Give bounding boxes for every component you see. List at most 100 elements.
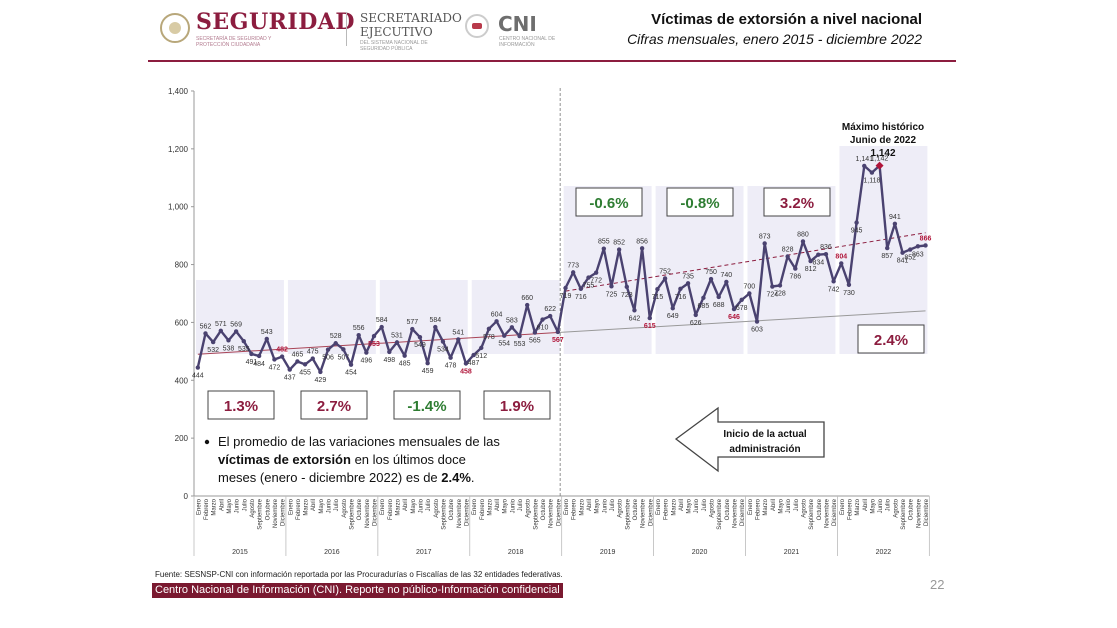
x-tick-label: Abril — [679, 499, 685, 511]
x-tick-label: Mayo — [503, 498, 509, 513]
data-label: 626 — [690, 320, 702, 327]
data-point — [241, 339, 246, 344]
secretariado-logo: SECRETARIADO EJECUTIVO — [360, 11, 462, 39]
pct-value-2018: 1.9% — [500, 398, 534, 415]
header: SEGURIDAD SECRETARÍA DE SEGURIDAD Y PROT… — [148, 0, 956, 62]
max-label-line2: Junio de 2022 — [850, 135, 917, 146]
x-tick-label: Marzo — [304, 498, 310, 515]
data-label: 556 — [353, 325, 365, 332]
data-point — [249, 351, 254, 357]
year-band-2018 — [471, 280, 560, 354]
data-label: 569 — [230, 321, 242, 328]
x-tick-label: Diciembre — [373, 498, 379, 526]
data-label: 543 — [261, 329, 273, 336]
x-tick-label: Marzo — [855, 498, 861, 515]
year-label-2022: 2022 — [876, 549, 892, 556]
data-point — [532, 330, 538, 335]
data-point — [433, 324, 438, 330]
x-tick-label: Enero — [840, 498, 846, 515]
data-point — [509, 325, 515, 330]
data-label: 472 — [269, 364, 281, 371]
data-label: 786 — [789, 274, 801, 281]
x-tick-label: Mayo — [595, 498, 601, 513]
data-point — [203, 331, 208, 336]
x-tick-label: Julio — [610, 498, 616, 511]
data-label: 642 — [629, 315, 641, 322]
data-point — [502, 333, 507, 338]
series-line — [196, 164, 926, 374]
data-label: 725 — [606, 291, 618, 298]
x-tick-label: Marzo — [763, 498, 769, 515]
x-tick-label: Marzo — [671, 498, 677, 515]
arrow-label-line1: Inicio de la actual — [723, 429, 807, 440]
data-point — [341, 347, 346, 352]
x-tick-label: Junio — [878, 498, 884, 513]
data-point — [808, 258, 813, 264]
data-label: 678 — [736, 305, 748, 312]
x-tick-label: Febrero — [847, 498, 853, 520]
note-box — [196, 428, 552, 490]
data-label: 723 — [621, 292, 633, 299]
x-tick-label: Abril — [771, 499, 777, 511]
x-tick-label: Febrero — [756, 498, 762, 520]
x-tick-label: Agosto — [526, 498, 532, 517]
x-tick-label: Septiembre — [901, 498, 907, 529]
x-tick-label: Marzo — [487, 498, 493, 515]
data-label: 772 — [590, 278, 602, 285]
x-tick-label: Noviembre — [549, 498, 555, 528]
data-label: 856 — [636, 238, 648, 245]
mexico-seal-icon — [160, 13, 190, 43]
data-label: 834 — [812, 260, 824, 267]
data-label: 880 — [797, 231, 809, 238]
data-point — [210, 339, 216, 345]
data-label: 646 — [728, 314, 740, 321]
x-tick-label: Septiembre — [625, 498, 631, 529]
data-label: 660 — [521, 295, 533, 302]
data-point — [816, 252, 821, 257]
data-label: 1,141 — [855, 156, 873, 163]
data-point — [525, 302, 530, 308]
data-point — [425, 361, 430, 366]
secretariado-line1: SECRETARIADO — [360, 11, 462, 25]
x-tick-label: Diciembre — [832, 498, 838, 526]
x-tick-label: Noviembre — [365, 498, 371, 528]
x-tick-label: Diciembre — [740, 498, 746, 526]
data-point — [218, 328, 224, 334]
data-label: 578 — [483, 334, 495, 341]
data-label: 857 — [881, 253, 893, 260]
data-label: 455 — [299, 369, 311, 376]
x-tick-label: Diciembre — [556, 498, 562, 526]
data-point — [302, 362, 308, 367]
note-line3-text: meses (enero - diciembre 2022) es de — [218, 470, 441, 485]
x-tick-label: Junio — [786, 498, 792, 513]
data-point — [885, 245, 890, 251]
x-tick-label: Diciembre — [924, 498, 930, 526]
data-point — [494, 319, 499, 324]
data-point — [479, 345, 484, 351]
x-tick-label: Julio — [794, 498, 800, 511]
data-label: 603 — [751, 327, 763, 334]
data-point — [410, 326, 415, 332]
x-tick-label: Mayo — [778, 498, 784, 513]
data-label: 458 — [460, 369, 472, 376]
pct-box-2019 — [575, 187, 643, 217]
data-label: 728 — [774, 290, 786, 297]
x-tick-label: Febrero — [204, 498, 210, 520]
data-label: 804 — [835, 253, 847, 260]
slide-title: Víctimas de extorsión a nivel nacional — [651, 11, 922, 28]
data-label: 482 — [276, 347, 288, 354]
data-label: 454 — [345, 370, 357, 377]
data-label: 610 — [537, 325, 549, 332]
year-label-2020: 2020 — [692, 549, 708, 556]
arrow-label-line2: administración — [729, 444, 800, 455]
data-label: 485 — [399, 361, 411, 368]
data-label: 535 — [238, 346, 250, 353]
y-tick-label: 200 — [175, 434, 189, 443]
x-tick-label: Junio — [694, 498, 700, 513]
pct-value-2021: 3.2% — [780, 195, 814, 212]
year-label-2019: 2019 — [600, 549, 616, 556]
data-point — [915, 244, 921, 249]
x-tick-label: Agosto — [710, 498, 716, 517]
x-tick-label: Octubre — [633, 498, 639, 520]
